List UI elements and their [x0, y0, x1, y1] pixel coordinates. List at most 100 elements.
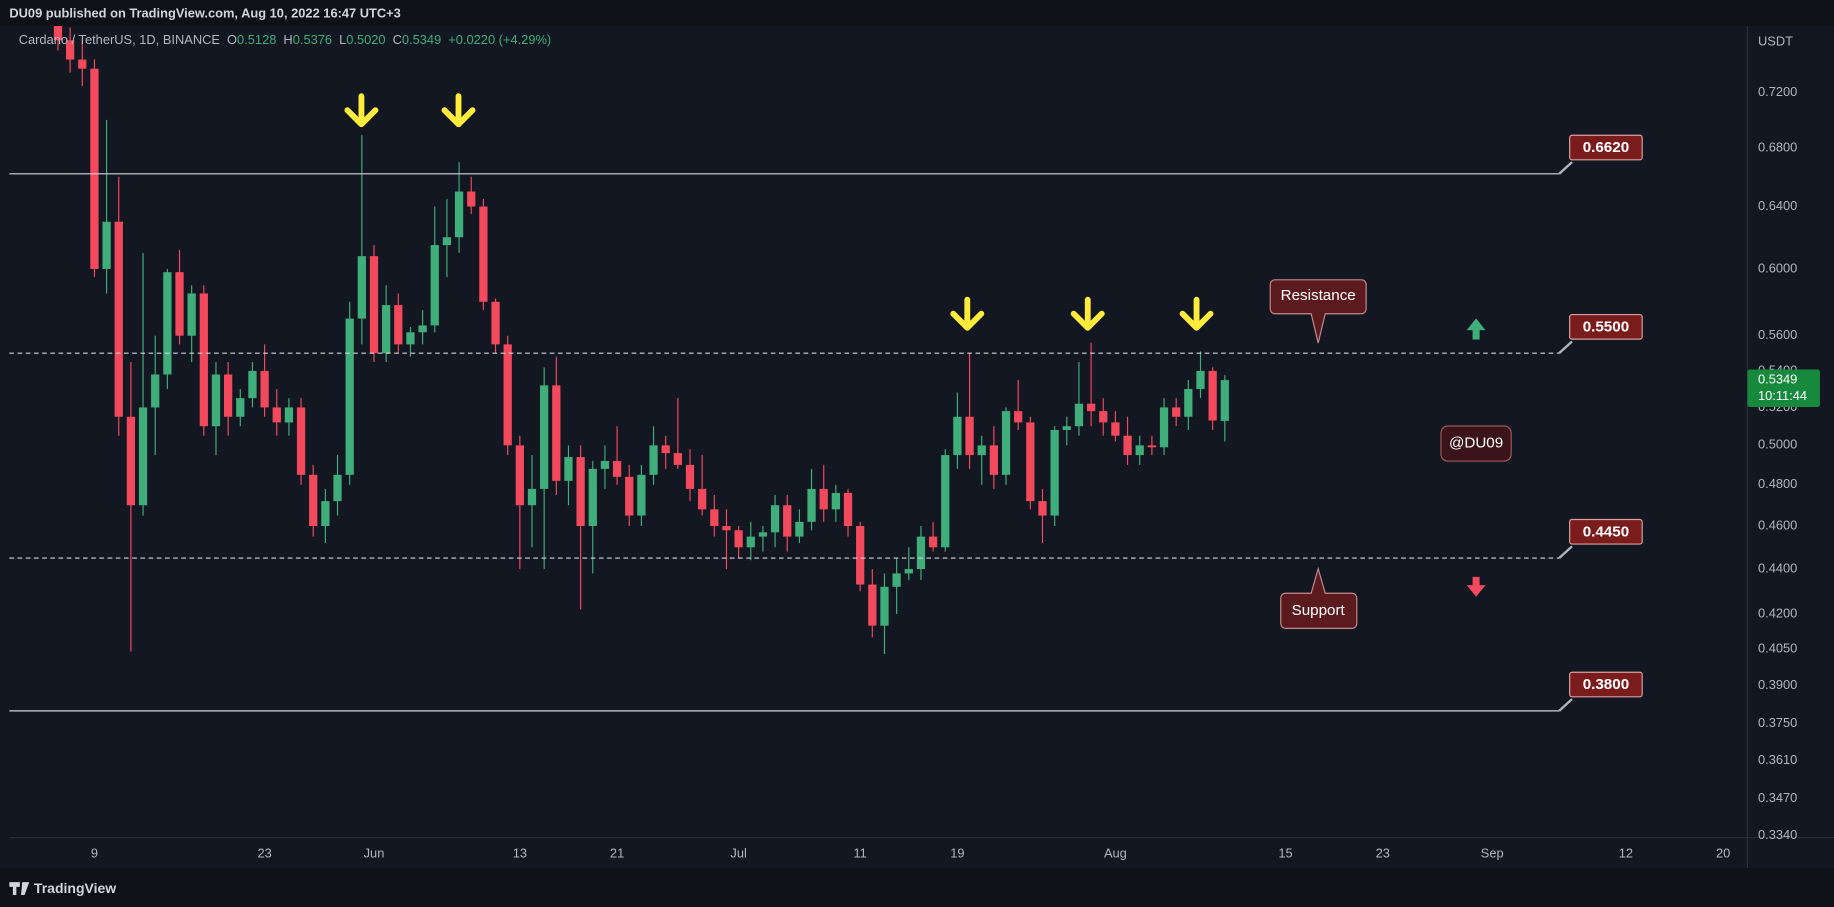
candle-body: [977, 445, 986, 456]
candle-body: [357, 256, 366, 319]
candle-body: [1147, 445, 1157, 448]
y-tick-label: 0.3470: [1758, 790, 1797, 805]
candle-body: [552, 385, 561, 481]
candle-body: [1111, 422, 1120, 436]
candle-body: [758, 532, 768, 537]
candle-body: [503, 344, 512, 446]
x-tick-label: Aug: [1104, 845, 1127, 860]
candle-body: [187, 293, 196, 336]
candle-body: [819, 488, 828, 510]
symbol: Cardano / TetherUS, 1D, BINANCE: [19, 33, 221, 48]
candle-body: [1062, 426, 1071, 431]
candle-body: [698, 488, 707, 510]
ohlc-value: 0.5376: [293, 33, 332, 48]
ohlc-label: C: [393, 33, 402, 48]
level-box: [1569, 518, 1643, 545]
candle-body: [138, 407, 148, 506]
y-tick-label: 0.3610: [1758, 752, 1797, 767]
candle-body: [1086, 403, 1096, 412]
candle-body: [454, 191, 464, 238]
x-tick-label: 15: [1278, 845, 1292, 860]
candle-body: [126, 416, 136, 506]
candle-body: [321, 501, 330, 527]
y-tick-label: 0.3750: [1758, 715, 1797, 730]
candle-body: [211, 374, 221, 427]
candle-body: [1172, 407, 1181, 417]
candle-body: [1026, 422, 1035, 502]
x-tick-label: 13: [513, 845, 527, 860]
candle-body: [224, 374, 233, 417]
candle-body: [807, 488, 816, 522]
candle-body: [102, 221, 111, 269]
x-tick-label: 20: [1716, 845, 1730, 860]
plot: 0.6620 0.5500 0.4450 0.3800: [9, 25, 1643, 712]
candle-body: [625, 476, 634, 516]
y-tick-label: 0.5000: [1758, 437, 1797, 452]
candle-body: [673, 453, 682, 465]
candle-body: [1196, 370, 1205, 389]
candle-body: [941, 455, 950, 548]
candle-body: [953, 416, 962, 456]
candle-body: [1159, 407, 1169, 448]
x-tick-label: 12: [1619, 845, 1633, 860]
marker-arrow: [950, 296, 985, 331]
candle-body: [345, 318, 354, 475]
candle-body: [904, 569, 913, 574]
candle-body: [151, 374, 160, 408]
level-connector: [1558, 698, 1573, 712]
candle-body: [588, 468, 597, 527]
candle-body: [65, 40, 75, 60]
marker-arrow: [1070, 296, 1105, 331]
up-arrow: [1466, 318, 1486, 340]
last-price-label: 0.5349: [1758, 371, 1797, 386]
candle-body: [442, 237, 452, 246]
y-tick-label: 0.3340: [1758, 827, 1797, 842]
candle-body: [576, 457, 585, 527]
candle-body: [1050, 430, 1059, 516]
candle-body: [260, 370, 269, 408]
x-tick-label: Jun: [364, 845, 385, 860]
x-tick-label: 23: [1376, 845, 1390, 860]
candle-body: [1184, 388, 1193, 417]
candle-body: [90, 68, 99, 269]
x-tick-label: Sep: [1481, 845, 1504, 860]
level-box: [1569, 134, 1643, 161]
y-tick-label: 0.4200: [1758, 605, 1797, 620]
candle-body: [333, 474, 342, 502]
level-label: 0.6620: [1583, 139, 1629, 156]
candle-body: [795, 521, 804, 537]
candle-body: [1135, 445, 1144, 456]
annotation: Support: [1292, 602, 1346, 619]
candle-body: [1099, 411, 1108, 423]
ohlc-value: 0.5349: [402, 33, 441, 48]
ohlc-value: 0.5020: [346, 33, 385, 48]
ohlc-label: L: [339, 33, 346, 48]
ohlc-value: 0.5128: [237, 33, 276, 48]
candle-body: [540, 385, 549, 489]
x-tick-label: 9: [91, 845, 98, 860]
y-tick-label: 0.4600: [1758, 517, 1797, 532]
last-price-box: [1747, 369, 1820, 407]
resistance-callout: Resistance: [1269, 279, 1367, 344]
candle-body: [856, 526, 865, 585]
candle-body: [710, 509, 719, 527]
candle-body: [612, 460, 622, 477]
x-tick-label: 11: [853, 845, 866, 860]
candle-body: [272, 407, 281, 423]
candle-body: [685, 464, 695, 489]
candle-body: [248, 370, 257, 399]
change: +0.0220 (+4.29%): [448, 33, 551, 48]
candle-body: [236, 398, 245, 417]
candle-body: [418, 325, 427, 333]
candle-body: [467, 191, 476, 207]
bottom-bar: [0, 868, 1834, 907]
author-badge: @DU09: [1440, 425, 1512, 462]
candle-body: [649, 445, 658, 475]
candle-body: [1074, 403, 1084, 427]
level-label: 0.3800: [1583, 676, 1629, 693]
candle-body: [382, 305, 391, 354]
candle-body: [163, 272, 172, 375]
x-tick-label: 23: [257, 845, 271, 860]
